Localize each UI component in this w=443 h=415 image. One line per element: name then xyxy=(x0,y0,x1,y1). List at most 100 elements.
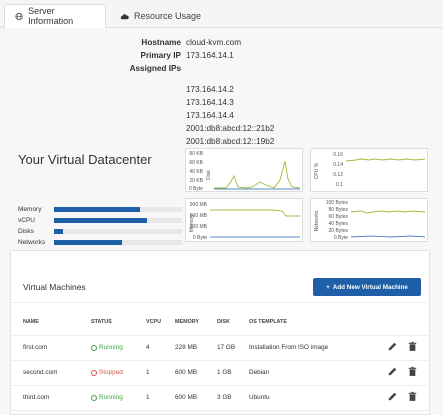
chart-title: Memory xyxy=(189,213,195,232)
column-header: NAME xyxy=(23,319,39,325)
edit-icon[interactable] xyxy=(387,366,398,377)
column-header: OS TEMPLATE xyxy=(249,319,287,325)
row-divider xyxy=(11,385,431,386)
cpu-chart: 0.16 0.14 0.12 0.1 CPU % xyxy=(310,148,428,192)
chart-tick: 300 MB xyxy=(190,224,208,230)
vm-name: second.com xyxy=(23,369,58,376)
chart-tick: 900 MB xyxy=(190,202,208,208)
chart-tick: 20 KB xyxy=(189,178,203,184)
resource-label: vCPU xyxy=(18,217,35,224)
column-header: MEMORY xyxy=(175,319,200,325)
status-badge: Running xyxy=(91,344,123,351)
assigned-ip: 2001:db8:abcd:12::19b2 xyxy=(186,137,275,146)
memory-chart-svg: 900 MB 600 MB 300 MB 0 Byte Memory xyxy=(189,202,300,241)
cpu-series-line xyxy=(345,158,426,162)
chart-tick: 60 KB xyxy=(189,160,203,166)
tab-content: Hostname cloud-kvm.com Primary IP 173.16… xyxy=(0,28,443,415)
edit-icon[interactable] xyxy=(387,341,398,352)
virtual-machines-title: Virtual Machines xyxy=(23,282,86,292)
row-divider xyxy=(11,335,431,336)
assigned-ip: 173.164.14.4 xyxy=(186,111,234,120)
status-text: Stopped xyxy=(99,369,123,376)
divider xyxy=(11,302,431,303)
chart-tick: 40 Bytes xyxy=(329,221,349,227)
table-row: first.com Running 4 228 MB 17 GB Installation… xyxy=(11,335,431,360)
disk-chart-svg: 80 KB 60 KB 40 KB 20 KB 0 Byte Disk xyxy=(189,151,301,192)
assigned-ip: 2001:db8:abcd:12::21b2 xyxy=(186,124,275,133)
vm-name: third.com xyxy=(23,394,50,401)
tab-bar: Server Information Resource Usage xyxy=(0,0,443,28)
chart-tick: 80 Bytes xyxy=(329,207,349,213)
chart-tick: 0 Byte xyxy=(193,235,207,241)
tab-server-information[interactable]: Server Information xyxy=(4,4,106,28)
datacenter-title: Your Virtual Datacenter xyxy=(18,152,152,167)
resource-label: Memory xyxy=(18,206,42,213)
resource-bar-fill xyxy=(54,218,148,223)
chart-tick: 20 Bytes xyxy=(329,228,349,234)
resource-bar xyxy=(54,218,182,223)
chart-tick: 100 Bytes xyxy=(326,200,349,206)
networks-series-line-2 xyxy=(350,235,426,238)
add-button-label: Add New Virtual Machine xyxy=(332,283,408,291)
chart-tick: 0.1 xyxy=(336,182,343,188)
vm-name: first.com xyxy=(23,344,48,351)
tab-resource-usage[interactable]: Resource Usage xyxy=(110,4,211,28)
add-virtual-machine-button[interactable]: + Add New Virtual Machine xyxy=(313,278,421,296)
status-badge: Stopped xyxy=(91,369,123,376)
column-header: DISK xyxy=(217,319,230,325)
resource-label: Networks xyxy=(18,239,46,246)
status-text: Running xyxy=(99,344,123,351)
status-icon xyxy=(91,344,97,351)
vm-memory: 600 MB xyxy=(175,394,198,401)
resource-bar xyxy=(54,207,182,212)
chart-title: CPU % xyxy=(314,162,320,179)
assigned-ips-label: Assigned IPs xyxy=(129,64,181,73)
primary-ip-value: 173.164.14.1 xyxy=(186,51,234,60)
disk-chart: 80 KB 60 KB 40 KB 20 KB 0 Byte Disk xyxy=(185,148,303,192)
column-header: STATUS xyxy=(91,319,112,325)
vm-disk: 1 GB xyxy=(217,369,232,376)
table-row: fourth.comRunning1512 MB4 GBInstallation… xyxy=(11,410,431,415)
chart-tick: 0 Byte xyxy=(189,186,203,192)
memory-chart: 900 MB 600 MB 300 MB 0 Byte Memory xyxy=(185,198,303,242)
column-header: VCPU xyxy=(146,319,161,325)
cpu-chart-svg: 0.16 0.14 0.12 0.1 CPU % xyxy=(314,152,426,188)
status-icon xyxy=(91,394,97,401)
row-divider xyxy=(11,360,431,361)
vm-os-template: Installation From ISO image xyxy=(249,344,329,351)
networks-chart-svg: 100 Bytes 80 Bytes 60 Bytes 40 Bytes 20 … xyxy=(314,200,426,241)
chart-title: Networks xyxy=(314,210,320,231)
vm-disk: 3 GB xyxy=(217,394,232,401)
resource-bar-fill xyxy=(54,229,63,234)
chart-tick: 0.14 xyxy=(333,162,343,168)
chart-tick: 0 Byte xyxy=(334,235,348,241)
chart-tick: 600 MB xyxy=(190,213,208,219)
primary-ip-label: Primary IP xyxy=(140,51,181,60)
tab-label: Server Information xyxy=(28,6,74,26)
virtual-machines-card: Virtual Machines + Add New Virtual Machi… xyxy=(10,250,431,415)
vm-memory: 600 MB xyxy=(175,369,198,376)
cloud-icon xyxy=(120,13,129,19)
status-icon xyxy=(91,369,97,376)
tab-label: Resource Usage xyxy=(134,11,202,21)
table-row: second.com Stopped 1 600 MB 1 GB Debian xyxy=(11,360,431,385)
assigned-ip: 173.164.14.3 xyxy=(186,98,234,107)
status-text: Running xyxy=(99,394,123,401)
vm-os-template: Debian xyxy=(249,369,270,376)
vm-vcpu: 1 xyxy=(146,394,150,401)
disk-series-line xyxy=(214,160,301,189)
chart-tick: 0.12 xyxy=(333,172,343,178)
delete-icon[interactable] xyxy=(407,366,418,377)
resource-bar-fill xyxy=(54,207,140,212)
chart-title: Disk xyxy=(206,170,212,180)
chart-tick: 60 Bytes xyxy=(329,214,349,220)
assigned-ip: 173.164.14.2 xyxy=(186,85,234,94)
resource-bar xyxy=(54,240,182,245)
resource-bar-fill xyxy=(54,240,122,245)
globe-icon xyxy=(15,12,23,20)
edit-icon[interactable] xyxy=(387,391,398,402)
delete-icon[interactable] xyxy=(407,391,418,402)
vm-vcpu: 4 xyxy=(146,344,150,351)
delete-icon[interactable] xyxy=(407,341,418,352)
vm-memory: 228 MB xyxy=(175,344,198,351)
